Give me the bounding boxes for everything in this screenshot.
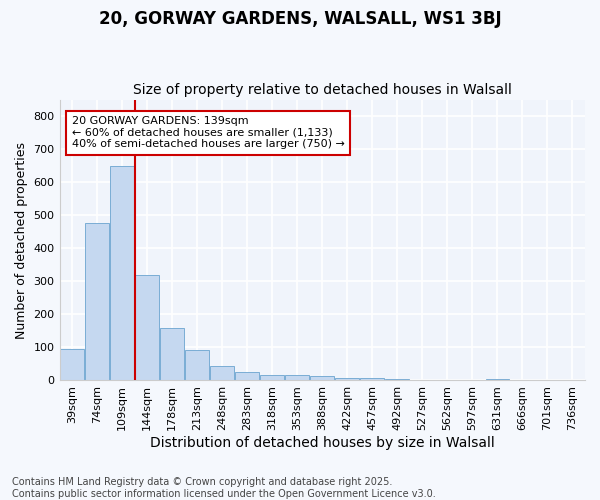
Bar [335,378,359,380]
Bar [60,349,84,380]
Bar [185,350,209,380]
Bar [235,372,259,380]
X-axis label: Distribution of detached houses by size in Walsall: Distribution of detached houses by size … [150,436,494,450]
Bar [385,379,409,380]
Bar [361,378,384,380]
Title: Size of property relative to detached houses in Walsall: Size of property relative to detached ho… [133,83,512,97]
Bar [110,166,134,380]
Bar [260,374,284,380]
Text: 20 GORWAY GARDENS: 139sqm
← 60% of detached houses are smaller (1,133)
40% of se: 20 GORWAY GARDENS: 139sqm ← 60% of detac… [72,116,345,150]
Y-axis label: Number of detached properties: Number of detached properties [15,142,28,338]
Bar [485,379,509,380]
Text: Contains HM Land Registry data © Crown copyright and database right 2025.
Contai: Contains HM Land Registry data © Crown c… [12,478,436,499]
Bar [210,366,234,380]
Bar [286,375,309,380]
Bar [135,274,159,380]
Text: 20, GORWAY GARDENS, WALSALL, WS1 3BJ: 20, GORWAY GARDENS, WALSALL, WS1 3BJ [98,10,502,28]
Bar [160,328,184,380]
Bar [85,224,109,380]
Bar [310,376,334,380]
